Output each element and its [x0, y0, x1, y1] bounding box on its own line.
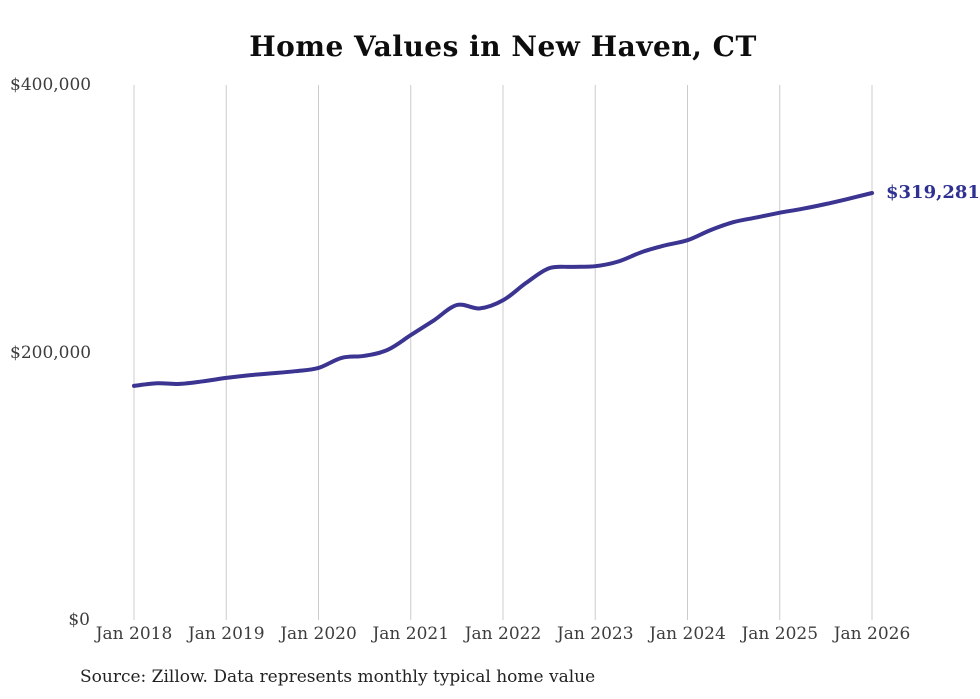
x-tick-label: Jan 2019	[187, 624, 265, 644]
x-tick-label: Jan 2018	[95, 624, 173, 644]
x-tick-label: Jan 2024	[649, 624, 726, 644]
chart-title: Home Values in New Haven, CT	[249, 30, 757, 63]
latest-value-label: $319,281	[886, 181, 980, 203]
x-tick-label: Jan 2026	[833, 624, 911, 644]
y-tick-label: $400,000	[10, 75, 92, 95]
x-tick-label: Jan 2021	[372, 624, 450, 644]
x-tick-label: Jan 2022	[464, 624, 542, 644]
x-tick-label: Jan 2023	[556, 624, 634, 644]
x-tick-label: Jan 2025	[741, 624, 819, 644]
home-value-line	[132, 191, 874, 388]
y-tick-label: $200,000	[10, 342, 92, 363]
source-note: Source: Zillow. Data represents monthly …	[80, 667, 596, 687]
x-tick-label: Jan 2020	[280, 624, 357, 644]
y-tick-label: $0	[68, 610, 90, 630]
